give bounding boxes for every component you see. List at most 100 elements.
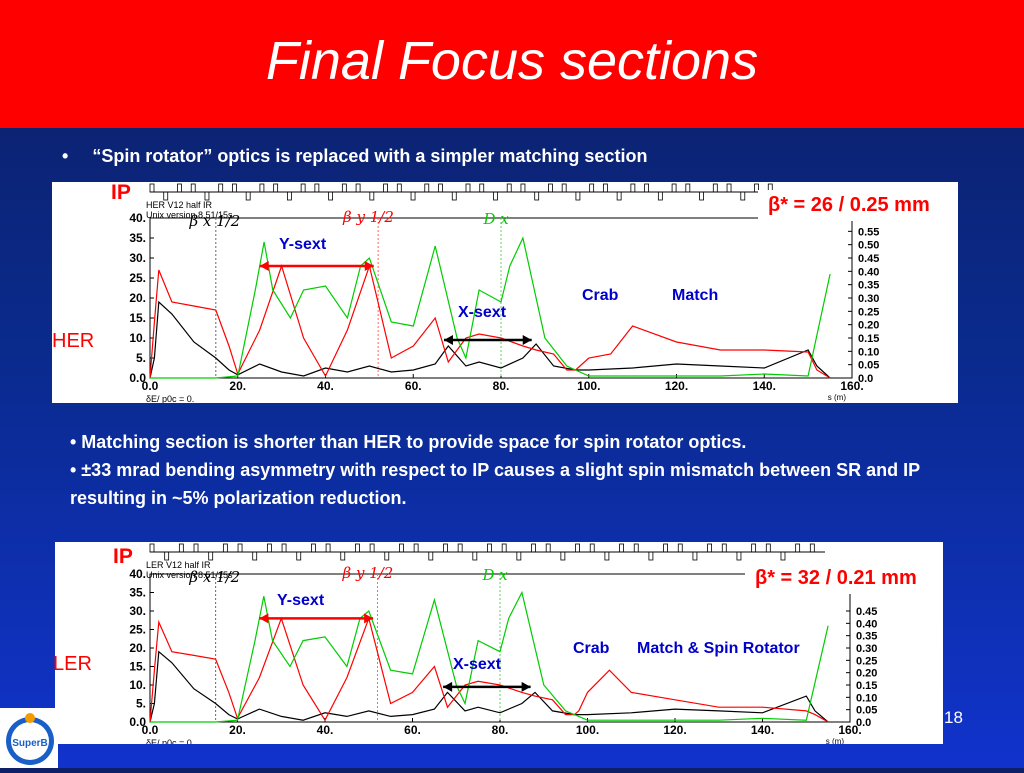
her-x-sext-label: X-sext <box>458 304 507 321</box>
ler-match-label: Match & Spin Rotator <box>637 640 800 657</box>
lattice-magnet <box>457 543 463 553</box>
bullet-spin-rotator: • “Spin rotator” optics is replaced with … <box>62 146 647 167</box>
y-tick-label-left: 20. <box>129 641 146 655</box>
y-sext-arrow-head-right <box>364 261 374 271</box>
note-matching-section: • Matching section is shorter than HER t… <box>70 432 747 452</box>
lattice-magnet <box>575 543 580 553</box>
y-tick-label-right: 0.30 <box>858 293 879 305</box>
y-tick-label-left: 10. <box>129 678 146 692</box>
y-tick-label-right: 0.35 <box>858 280 879 292</box>
plot-footer: δE/ p0c = 0. <box>146 738 194 744</box>
lattice-magnet <box>616 191 622 201</box>
plot-header-version: Unix version 8.51/15s <box>146 210 233 220</box>
y-sext-arrow <box>259 613 374 624</box>
x-sext-arrow-head-left <box>443 681 453 692</box>
y-tick-label-left: 40. <box>129 567 146 581</box>
x-tick-label: 160. <box>838 723 861 737</box>
series-line-2 <box>150 236 831 379</box>
y-tick-label-right: 0.35 <box>856 631 877 643</box>
notes-block: • Matching section is shorter than HER t… <box>70 428 970 512</box>
lattice-magnet <box>149 183 155 193</box>
lattice-magnet <box>765 543 771 553</box>
y-tick-label-right: 0.0 <box>856 717 871 729</box>
y-sext-arrow-head-right <box>364 613 374 624</box>
y-tick-label-right: 0.05 <box>856 705 877 717</box>
lattice-magnet <box>751 543 757 553</box>
logo-text: SuperB <box>12 738 48 749</box>
lattice-magnet <box>163 191 169 201</box>
x-axis-label: s (m) <box>826 737 845 744</box>
lattice-magnet <box>604 551 610 561</box>
lattice-magnet <box>726 183 732 193</box>
lattice-magnet <box>809 543 815 553</box>
lattice-magnet <box>520 183 526 193</box>
x-sext-arrow <box>443 681 531 692</box>
superb-logo: SuperB <box>0 708 58 768</box>
x-tick-label: 60. <box>404 723 421 737</box>
lattice-magnet <box>355 543 360 553</box>
y-tick-label-left: 40. <box>129 211 146 225</box>
lattice-magnet <box>479 183 485 193</box>
lattice-magnet <box>273 183 279 193</box>
x-tick-label: 120. <box>663 723 686 737</box>
x-tick-label: 0.0 <box>142 723 159 737</box>
y-tick-label-right: 0.25 <box>858 306 879 318</box>
slide-title: Final Focus sections <box>265 31 759 91</box>
ler-beta-star: β* = 32 / 0.21 mm <box>745 563 927 594</box>
y-sext-arrow-head-left <box>259 613 269 624</box>
lattice-magnet <box>369 543 375 553</box>
lattice-magnet <box>575 191 581 201</box>
y-tick-label-left: 5. <box>136 697 146 711</box>
ler-side-label: LER <box>53 653 92 675</box>
lattice-magnet <box>340 551 346 561</box>
lattice-magnet <box>245 191 251 201</box>
y-tick-label-left: 0.0 <box>129 371 146 385</box>
lattice-magnet <box>396 183 402 193</box>
lattice-magnet <box>516 551 522 561</box>
lattice-magnet <box>740 191 746 201</box>
y-tick-label-right: 0.15 <box>856 680 877 692</box>
lattice-magnet <box>451 191 457 201</box>
bullet-term: Spin rotator <box>101 146 204 166</box>
lattice-magnet <box>413 543 419 553</box>
x-tick-label: 100. <box>576 723 599 737</box>
lattice-magnet <box>384 551 390 561</box>
y-tick-label-right: 0.25 <box>856 655 877 667</box>
ler-x-sext-label: X-sext <box>453 656 502 673</box>
title-bar <box>0 0 1024 128</box>
x-tick-label: 140. <box>751 723 774 737</box>
dx-legend: D x <box>482 210 509 228</box>
lattice-magnet <box>177 183 182 193</box>
y-tick-label-left: 0.0 <box>129 715 146 729</box>
lattice-magnet <box>648 551 654 561</box>
open-quote: “ <box>92 146 102 166</box>
her-y-sext-label: Y-sext <box>279 236 327 253</box>
x-tick-label: 60. <box>405 379 422 393</box>
lattice-magnet <box>325 543 331 553</box>
plot-header-version: Unix version 8.51/15s <box>146 570 233 580</box>
y-tick-label-right: 0.05 <box>858 360 879 372</box>
bullet-dot: • <box>62 146 69 166</box>
y-tick-label-left: 35. <box>129 231 146 245</box>
y-tick-label-left: 25. <box>129 623 146 637</box>
x-tick-label: 120. <box>665 379 688 393</box>
page-number: 18 <box>944 708 963 727</box>
y-tick-label-right: 0.40 <box>858 266 879 278</box>
superb-logo-icon: SuperB <box>6 713 54 765</box>
lattice-magnet <box>190 183 196 193</box>
her-beta-star: β* = 26 / 0.25 mm <box>758 190 940 221</box>
plot-header-title: LER V12 half IR <box>146 560 211 570</box>
lattice-magnet <box>149 543 155 553</box>
lattice-element-strip <box>149 183 782 201</box>
series-line-0 <box>149 300 831 379</box>
y-tick-label-right: 0.10 <box>858 346 879 358</box>
series-line-1 <box>149 616 829 723</box>
plot-header-title: HER V12 half IR <box>146 200 213 210</box>
note-bending-asymmetry: • ±33 mrad bending asymmetry with respec… <box>70 460 920 508</box>
x-tick-label: 80. <box>493 379 510 393</box>
y-tick-label-left: 25. <box>129 271 146 285</box>
lattice-magnet <box>443 543 448 553</box>
y-tick-label-left: 20. <box>129 291 146 305</box>
her-match-label: Match <box>672 287 719 304</box>
x-tick-label: 80. <box>492 723 509 737</box>
